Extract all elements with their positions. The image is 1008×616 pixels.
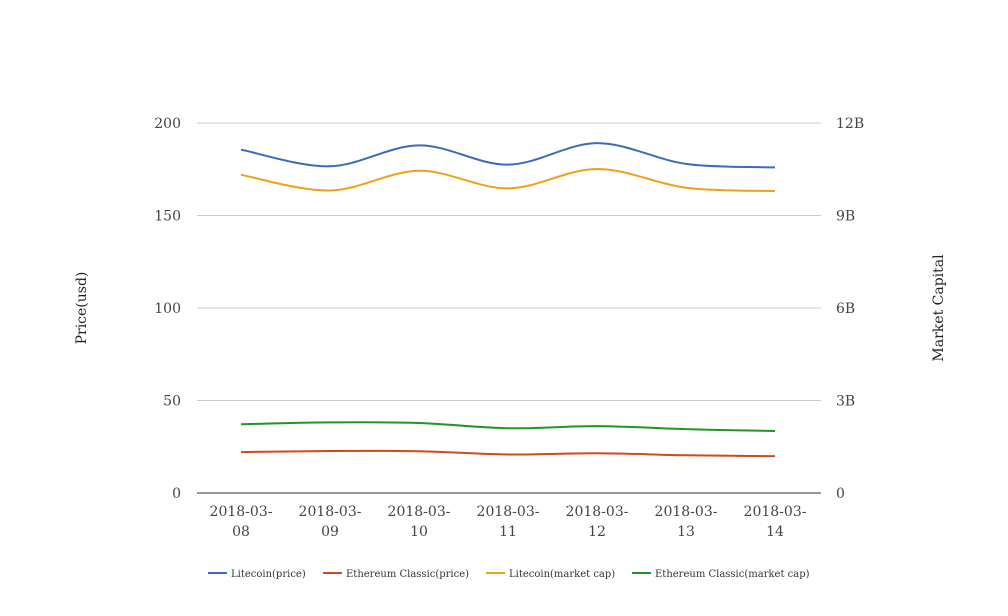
series-line-ethereum-classic-price bbox=[240, 449, 776, 458]
legend-item-litecoin-market-cap: Litecoin(market cap) bbox=[509, 569, 615, 580]
right-axis-ticks: 0 3B 6B 9B 12B bbox=[836, 116, 864, 502]
series-line-litecoin-price bbox=[240, 142, 776, 169]
legend: Litecoin(price) Ethereum Classic(price) Li… bbox=[208, 569, 810, 580]
x-tick-label: 2018-03-08 bbox=[210, 504, 273, 540]
right-tick-label: 3B bbox=[836, 394, 855, 410]
x-tick-label: 2018-03-12 bbox=[566, 504, 629, 540]
series-line-litecoin-market-cap bbox=[240, 167, 776, 193]
left-tick-label: 50 bbox=[163, 394, 181, 410]
right-tick-label: 12B bbox=[836, 116, 864, 132]
x-tick-label: 2018-03-13 bbox=[655, 504, 718, 540]
right-tick-label: 0 bbox=[836, 486, 845, 502]
gridlines bbox=[197, 122, 821, 494]
x-tick-label: 2018-03-09 bbox=[299, 504, 362, 540]
x-tick-label: 2018-03-11 bbox=[477, 504, 540, 540]
right-tick-label: 9B bbox=[836, 209, 855, 225]
x-tick-label: 2018-03-10 bbox=[388, 504, 451, 540]
left-tick-label: 200 bbox=[154, 116, 181, 132]
x-axis-ticks: 2018-03-08 2018-03-09 2018-03-10 2018-03-11… bbox=[210, 504, 807, 540]
left-tick-label: 150 bbox=[154, 209, 181, 225]
left-axis-ticks: 0 50 100 150 200 bbox=[154, 116, 181, 502]
legend-item-ethereum-classic-price: Ethereum Classic(price) bbox=[346, 569, 469, 580]
legend-item-ethereum-classic-market-cap: Ethereum Classic(market cap) bbox=[655, 569, 810, 580]
legend-item-litecoin-price: Litecoin(price) bbox=[231, 569, 306, 580]
left-axis-title: Price(usd) bbox=[74, 272, 90, 345]
left-tick-label: 0 bbox=[172, 486, 181, 502]
series-lines bbox=[240, 142, 776, 458]
right-tick-label: 6B bbox=[836, 301, 855, 317]
x-tick-label: 2018-03-14 bbox=[744, 504, 807, 540]
left-tick-label: 100 bbox=[154, 301, 181, 317]
series-line-ethereum-classic-market-cap bbox=[240, 421, 776, 433]
right-axis-title: Market Capital bbox=[931, 254, 947, 362]
